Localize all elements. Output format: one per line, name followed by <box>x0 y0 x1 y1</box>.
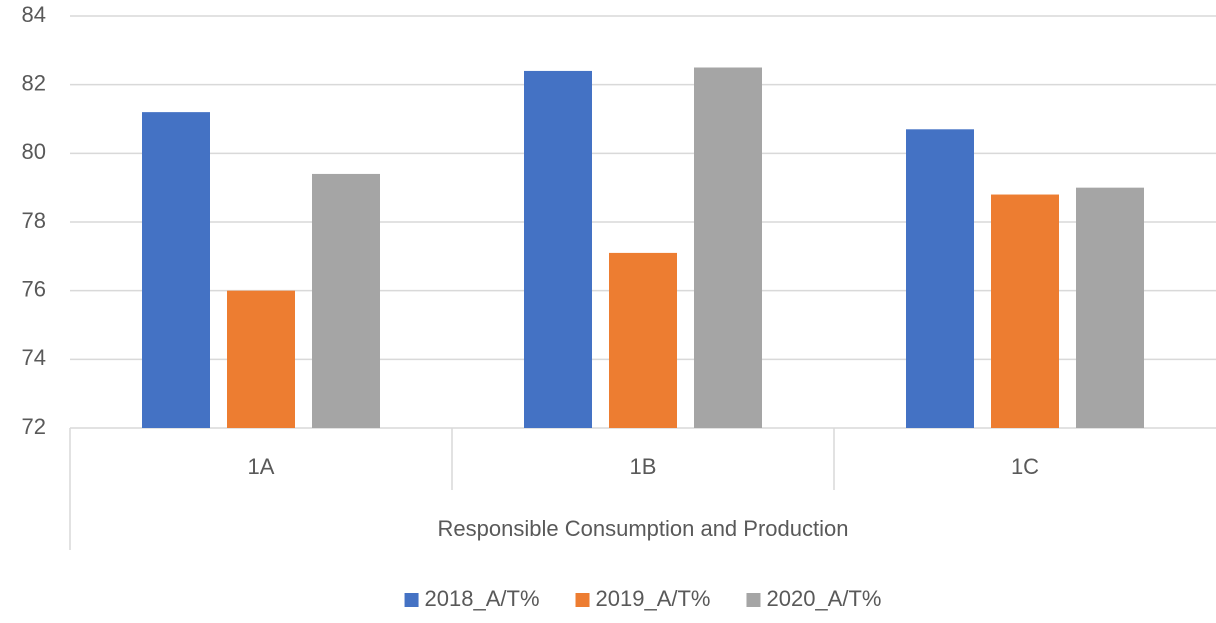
bar <box>906 129 974 429</box>
legend-label: 2020_A/T% <box>766 586 881 611</box>
bar <box>142 112 210 428</box>
bar <box>227 290 295 428</box>
y-tick-label: 78 <box>22 208 46 233</box>
y-tick-label: 74 <box>22 345 46 370</box>
y-tick-label: 84 <box>22 2 46 27</box>
x-tick-label: 1A <box>248 454 275 479</box>
y-tick-label: 80 <box>22 139 46 164</box>
bar <box>991 194 1059 428</box>
bar <box>694 67 762 428</box>
y-tick-label: 76 <box>22 276 46 301</box>
legend-label: 2019_A/T% <box>596 586 711 611</box>
bar <box>524 70 592 428</box>
bar <box>1076 187 1144 428</box>
x-group-label: Responsible Consumption and Production <box>438 516 849 541</box>
legend-swatch <box>746 593 761 607</box>
y-tick-label: 72 <box>22 414 46 439</box>
x-tick-label: 1C <box>1011 454 1039 479</box>
legend-swatch <box>404 593 419 607</box>
x-tick-label: 1B <box>630 454 657 479</box>
y-tick-label: 82 <box>22 70 46 95</box>
legend-swatch <box>575 593 590 607</box>
legend-label: 2018_A/T% <box>425 586 540 611</box>
bar <box>609 252 677 428</box>
bar <box>312 173 380 428</box>
